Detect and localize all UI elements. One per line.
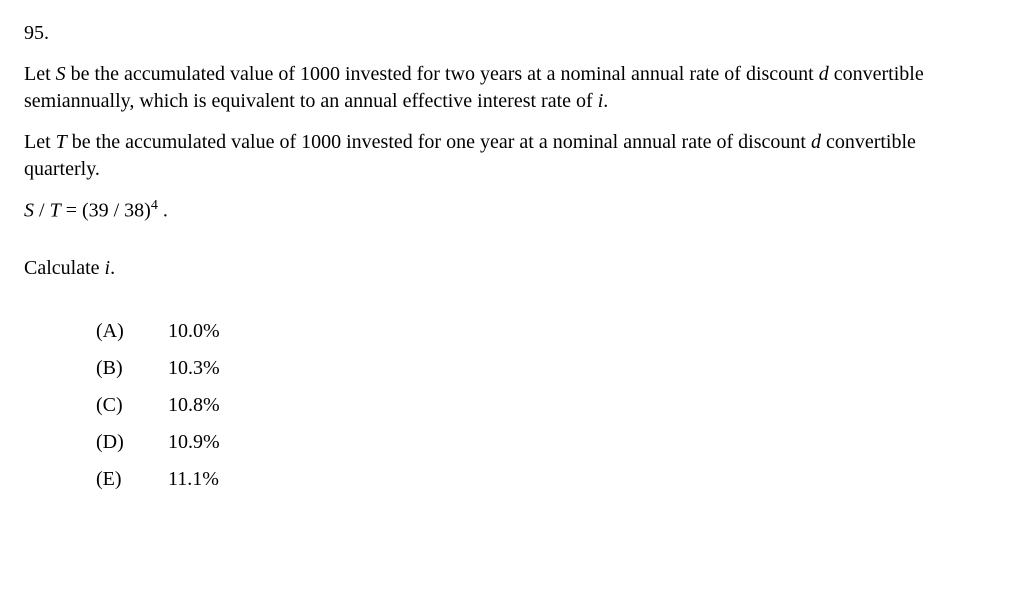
choice-d: (D) 10.9%	[96, 429, 994, 456]
choice-value: 10.3%	[168, 355, 220, 382]
choice-letter: (D)	[96, 429, 168, 456]
choice-c: (C) 10.8%	[96, 392, 994, 419]
text: /	[34, 200, 50, 222]
text: Let	[24, 131, 56, 153]
choice-a: (A) 10.0%	[96, 318, 994, 345]
choice-letter: (E)	[96, 466, 168, 493]
choice-value: 10.9%	[168, 429, 220, 456]
answer-choices: (A) 10.0% (B) 10.3% (C) 10.8% (D) 10.9% …	[24, 318, 994, 493]
variable-t: T	[56, 131, 67, 153]
exponent: 4	[151, 198, 158, 213]
text: Let	[24, 63, 56, 85]
choice-b: (B) 10.3%	[96, 355, 994, 382]
text: be the accumulated value of 1000 investe…	[67, 131, 811, 153]
variable-s: S	[56, 63, 66, 85]
choice-letter: (B)	[96, 355, 168, 382]
choice-e: (E) 11.1%	[96, 466, 994, 493]
variable-t: T	[50, 200, 61, 222]
choice-value: 10.0%	[168, 318, 220, 345]
instruction: Calculate i.	[24, 255, 994, 282]
variable-d: d	[819, 63, 829, 85]
text: .	[110, 257, 115, 279]
text: = (39 / 38)	[61, 200, 151, 222]
choice-letter: (C)	[96, 392, 168, 419]
paragraph-2: Let T be the accumulated value of 1000 i…	[24, 129, 994, 183]
paragraph-1: Let S be the accumulated value of 1000 i…	[24, 61, 994, 115]
equation: S / T = (39 / 38)4 .	[24, 197, 994, 225]
problem-number: 95.	[24, 20, 994, 47]
text: .	[158, 200, 168, 222]
variable-s: S	[24, 200, 34, 222]
text: .	[603, 90, 608, 112]
choice-letter: (A)	[96, 318, 168, 345]
choice-value: 11.1%	[168, 466, 219, 493]
choice-value: 10.8%	[168, 392, 220, 419]
text: Calculate	[24, 257, 105, 279]
text: be the accumulated value of 1000 investe…	[66, 63, 819, 85]
variable-d: d	[811, 131, 821, 153]
